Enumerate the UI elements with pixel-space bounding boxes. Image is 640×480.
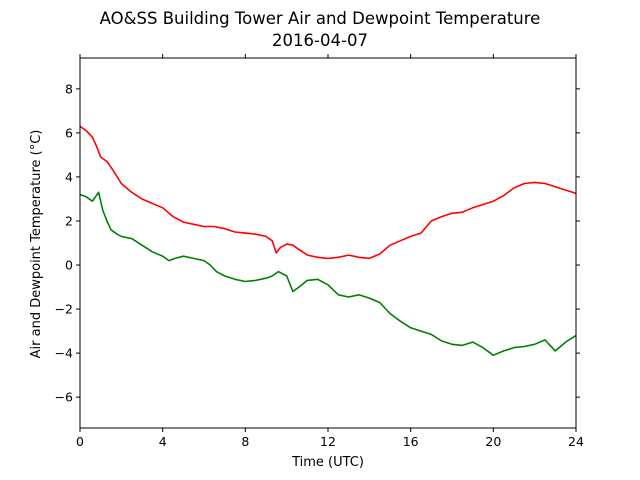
x-tick-label: 24: [568, 434, 584, 449]
y-tick-label: 8: [65, 81, 73, 96]
plot-frame: [79, 57, 577, 429]
series-line-0: [79, 125, 577, 260]
x-tick-label: 16: [403, 434, 419, 449]
x-axis-label: Time (UTC): [291, 455, 364, 470]
x-tick-label: 0: [76, 434, 84, 449]
series-line-1: [79, 191, 577, 357]
y-tick-label: −4: [55, 346, 73, 361]
y-tick-label: 6: [65, 125, 73, 140]
x-tick-label: 20: [485, 434, 501, 449]
x-tick-label: 12: [320, 434, 336, 449]
y-tick-label: 2: [65, 213, 73, 228]
chart-title: AO&SS Building Tower Air and Dewpoint Te…: [100, 9, 541, 28]
y-tick-label: −6: [55, 390, 73, 405]
chart-subtitle: 2016-04-07: [272, 31, 368, 50]
y-tick-label: −2: [55, 302, 73, 317]
x-tick-label: 4: [159, 434, 167, 449]
y-tick-label: 0: [65, 258, 73, 273]
y-tick-label: 4: [65, 169, 73, 184]
series-layer: [79, 125, 577, 357]
x-tick-label: 8: [241, 434, 249, 449]
y-axis-label: Air and Dewpoint Temperature (°C): [29, 130, 44, 359]
